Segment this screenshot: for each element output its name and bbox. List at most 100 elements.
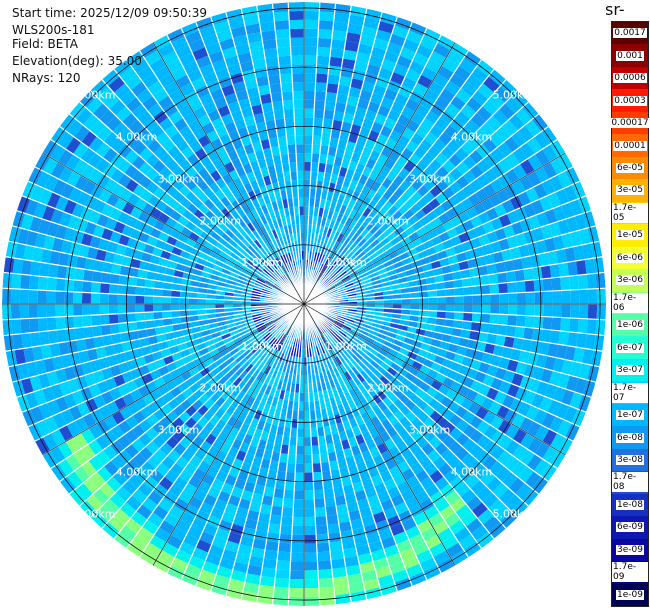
beta-sector (455, 504, 472, 520)
beta-sector (411, 220, 424, 232)
beta-sector (295, 135, 304, 145)
beta-sector (268, 386, 277, 397)
beta-sector (207, 486, 221, 499)
beta-sector (492, 482, 509, 499)
beta-sector (244, 573, 261, 585)
beta-sector (304, 90, 316, 100)
beta-sector (304, 490, 315, 500)
beta-sector (232, 515, 247, 528)
beta-sector (569, 391, 583, 410)
beta-sector (325, 318, 334, 325)
beta-sector (274, 577, 290, 588)
beta-sector (283, 489, 295, 500)
range-ring-label: 5.00km (74, 507, 116, 520)
beta-sector (367, 267, 378, 276)
beta-sector (489, 283, 500, 295)
beta-sector (368, 329, 379, 337)
beta-sector (356, 498, 370, 510)
beta-sector (352, 340, 362, 349)
beta-sector (511, 90, 529, 108)
beta-sector (419, 497, 435, 512)
beta-sector (411, 376, 424, 388)
beta-sector (515, 361, 528, 376)
beta-sector (469, 429, 484, 444)
beta-sector (251, 492, 264, 504)
beta-sector (20, 274, 31, 290)
beta-sector (465, 517, 483, 534)
beta-sector (316, 64, 330, 75)
beta-sector (437, 527, 454, 543)
beta-sector (343, 322, 353, 329)
beta-sector (469, 164, 484, 179)
beta-sector (538, 341, 550, 356)
beta-sector (338, 270, 348, 278)
beta-sector (467, 458, 483, 474)
beta-sector (595, 319, 606, 336)
beta-sector (346, 501, 360, 513)
beta-sector (325, 505, 338, 517)
beta-sector (454, 110, 471, 126)
beta-sector (514, 326, 525, 339)
beta-sector (410, 178, 424, 191)
beta-sector (488, 92, 505, 110)
beta-sector (458, 125, 474, 141)
beta-sector (29, 275, 39, 291)
beta-sector (505, 325, 517, 338)
beta-sector (267, 469, 278, 480)
beta-sector (238, 498, 252, 510)
beta-sector (349, 123, 362, 136)
beta-sector (197, 480, 212, 494)
beta-sector (318, 586, 335, 597)
beta-sector (311, 445, 320, 455)
beta-sector (511, 372, 524, 387)
beta-sector (319, 324, 327, 333)
beta-sector (508, 113, 525, 131)
beta-sector (326, 317, 335, 324)
beta-sector (315, 73, 329, 84)
nrays: NRays: 120 (12, 71, 81, 85)
beta-sector (318, 11, 335, 22)
beta-sector (476, 59, 495, 77)
beta-sector (549, 415, 564, 434)
beta-sector (439, 483, 455, 499)
beta-sector (304, 81, 316, 92)
beta-sector (578, 304, 589, 319)
beta-sector (192, 488, 208, 502)
beta-sector (317, 354, 324, 365)
beta-sector (380, 255, 392, 264)
beta-sector (476, 105, 493, 122)
beta-sector (343, 279, 353, 286)
beta-sector (259, 503, 273, 515)
beta-sector (561, 389, 575, 406)
beta-sector (316, 533, 330, 544)
beta-sector (327, 451, 338, 462)
beta-sector (464, 249, 476, 261)
beta-sector (461, 140, 476, 156)
beta-sector (480, 313, 491, 324)
beta-sector (353, 320, 364, 327)
beta-sector (333, 441, 344, 452)
range-ring-label: 4.00km (116, 131, 158, 144)
beta-sector (347, 573, 364, 585)
beta-sector (534, 291, 544, 304)
beta-sector (521, 101, 539, 120)
beta-sector (232, 561, 249, 574)
beta-sector (453, 319, 464, 330)
beta-sector (304, 135, 313, 145)
beta-sector (281, 353, 288, 364)
beta-sector (229, 523, 245, 536)
beta-sector (470, 379, 483, 393)
beta-sector (304, 454, 313, 464)
beta-sector (317, 345, 324, 355)
beta-sector (534, 441, 551, 459)
range-ring-label: 4.00km (451, 131, 493, 144)
beta-sector (108, 313, 119, 325)
beta-sector (402, 555, 420, 570)
beta-sector (273, 488, 285, 499)
beta-sector (400, 220, 412, 231)
beta-sector (497, 173, 512, 189)
beta-sector (484, 253, 496, 266)
beta-sector (478, 233, 490, 247)
beta-sector (325, 283, 334, 290)
beta-sector (519, 416, 534, 433)
